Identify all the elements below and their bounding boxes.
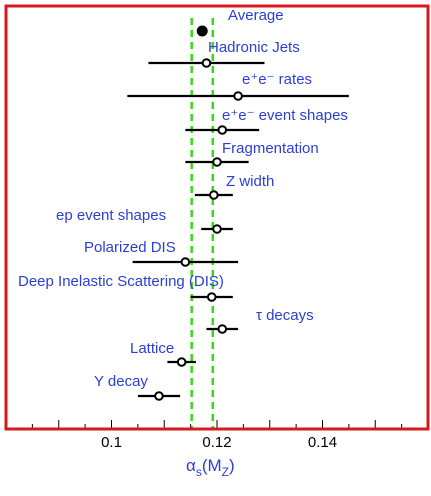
measurement-marker bbox=[209, 190, 219, 200]
data-points bbox=[154, 25, 243, 401]
measurement-marker bbox=[217, 125, 228, 135]
measurement-label: Average bbox=[228, 7, 284, 24]
measurement-label: Υ decay bbox=[94, 373, 148, 390]
measurement-marker bbox=[201, 58, 212, 68]
x-tick-label: 0.12 bbox=[202, 434, 231, 451]
x-tick-label: 0.1 bbox=[101, 434, 122, 451]
average-marker bbox=[196, 25, 208, 37]
measurement-label: ep event shapes bbox=[56, 207, 166, 224]
measurement-label: Lattice bbox=[130, 340, 174, 357]
x-tick-label: 0.14 bbox=[308, 434, 337, 451]
measurement-marker bbox=[212, 157, 222, 167]
average-band bbox=[190, 18, 215, 430]
x-axis-label-sub-z: Z bbox=[222, 465, 229, 479]
measurement-marker bbox=[180, 257, 191, 267]
x-axis-label: αs(MZ) bbox=[186, 456, 235, 479]
measurement-marker bbox=[206, 292, 217, 302]
x-axis-label-paren-close: ) bbox=[229, 456, 235, 475]
plot-frame bbox=[4, 4, 430, 431]
measurement-label: Polarized DIS bbox=[84, 239, 176, 256]
x-axis-label-paren-open: (M bbox=[202, 456, 222, 475]
measurement-label: e⁺e⁻ rates bbox=[242, 71, 312, 88]
x-axis-label-sub-s: s bbox=[196, 465, 202, 479]
measurement-marker bbox=[176, 357, 187, 367]
measurement-label: Fragmentation bbox=[222, 140, 319, 157]
measurement-marker bbox=[233, 91, 243, 101]
measurement-marker bbox=[212, 224, 222, 234]
measurement-marker bbox=[154, 391, 164, 401]
x-axis-label-alpha: α bbox=[186, 456, 196, 475]
measurement-labels: Average Hadronic Jets e⁺e⁻ rates e⁺e⁻ event… bbox=[18, 7, 348, 390]
measurement-label: Hadronic Jets bbox=[208, 39, 300, 56]
measurement-label: τ decays bbox=[256, 307, 314, 324]
measurement-label: e⁺e⁻ event shapes bbox=[222, 107, 348, 124]
measurement-label: Deep Inelastic Scattering (DIS) bbox=[18, 273, 224, 290]
x-axis: 0.1 0.12 0.14 bbox=[31, 420, 403, 451]
measurement-label: Z width bbox=[226, 173, 274, 190]
measurement-marker bbox=[217, 324, 228, 334]
